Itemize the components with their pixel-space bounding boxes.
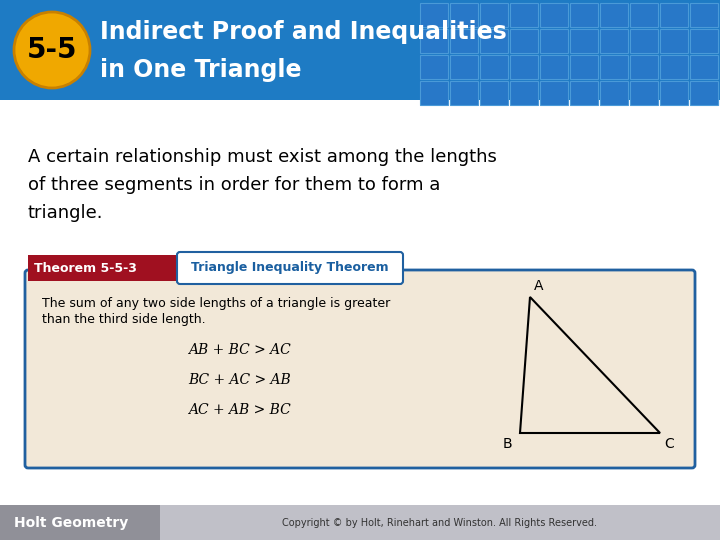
Bar — [28, 255, 176, 281]
Bar — [420, 29, 448, 53]
Bar — [510, 81, 538, 105]
Bar — [570, 81, 598, 105]
Text: Indirect Proof and Inequalities: Indirect Proof and Inequalities — [100, 20, 507, 44]
Bar — [450, 29, 478, 53]
Text: C: C — [664, 437, 674, 451]
Bar — [420, 55, 448, 79]
Circle shape — [14, 12, 90, 88]
Bar — [660, 81, 688, 105]
Text: The sum of any two side lengths of a triangle is greater: The sum of any two side lengths of a tri… — [42, 297, 390, 310]
Bar — [690, 55, 718, 79]
Text: 5-5: 5-5 — [27, 36, 77, 64]
Bar — [420, 3, 448, 27]
Text: AC + AB > BC: AC + AB > BC — [188, 403, 291, 417]
Bar — [600, 3, 628, 27]
Bar — [630, 81, 658, 105]
Bar — [660, 29, 688, 53]
Bar — [540, 81, 568, 105]
Bar — [570, 3, 598, 27]
Bar — [540, 3, 568, 27]
Bar — [480, 3, 508, 27]
Bar — [690, 29, 718, 53]
Bar — [690, 3, 718, 27]
Bar — [540, 29, 568, 53]
Text: A certain relationship must exist among the lengths
of three segments in order f: A certain relationship must exist among … — [28, 148, 497, 221]
Bar — [480, 29, 508, 53]
Text: than the third side length.: than the third side length. — [42, 313, 206, 326]
Bar — [480, 55, 508, 79]
Text: B: B — [503, 437, 512, 451]
Bar — [660, 3, 688, 27]
Bar — [630, 29, 658, 53]
Bar — [630, 55, 658, 79]
Bar — [480, 81, 508, 105]
Text: Holt Geometry: Holt Geometry — [14, 516, 128, 530]
Bar — [600, 81, 628, 105]
Bar — [420, 81, 448, 105]
Bar — [630, 3, 658, 27]
FancyBboxPatch shape — [177, 252, 403, 284]
Bar — [540, 55, 568, 79]
Bar — [160, 505, 720, 540]
Text: in One Triangle: in One Triangle — [100, 58, 302, 82]
Bar — [510, 3, 538, 27]
Bar — [570, 55, 598, 79]
Bar — [450, 3, 478, 27]
Bar — [570, 29, 598, 53]
Text: Copyright © by Holt, Rinehart and Winston. All Rights Reserved.: Copyright © by Holt, Rinehart and Winsto… — [282, 517, 598, 528]
Text: A: A — [534, 279, 544, 293]
Bar — [0, 0, 720, 100]
Text: AB + BC > AC: AB + BC > AC — [188, 343, 291, 357]
Text: BC + AC > AB: BC + AC > AB — [188, 373, 291, 387]
Bar — [510, 29, 538, 53]
Text: Theorem 5-5-3: Theorem 5-5-3 — [34, 261, 137, 274]
Bar — [0, 505, 160, 540]
Bar — [690, 81, 718, 105]
Bar — [450, 81, 478, 105]
Bar — [600, 29, 628, 53]
Bar — [600, 55, 628, 79]
Bar — [510, 55, 538, 79]
Text: Triangle Inequality Theorem: Triangle Inequality Theorem — [192, 261, 389, 274]
Bar — [660, 55, 688, 79]
Bar — [450, 55, 478, 79]
FancyBboxPatch shape — [25, 270, 695, 468]
